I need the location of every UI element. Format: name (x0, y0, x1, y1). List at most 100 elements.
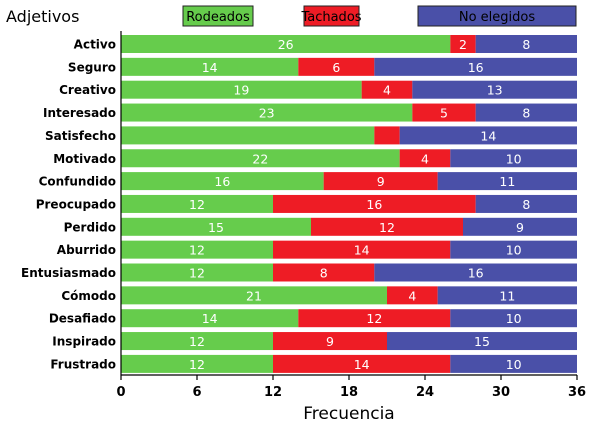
x-axis: 0 6 12 18 24 30 36 (116, 31, 586, 400)
bar-segment (298, 309, 451, 328)
bar-segment (121, 35, 451, 53)
category-label: Creativo (59, 83, 116, 97)
bar-value-label: 4 (383, 83, 391, 98)
bar-segment (463, 217, 577, 236)
bar-value-label: 8 (320, 266, 328, 281)
category-label: Satisfecho (45, 129, 116, 143)
bar-segment (121, 194, 273, 213)
bar-value-label: 14 (202, 60, 218, 75)
bar-segment (121, 149, 400, 168)
bar-value-label: 15 (474, 334, 490, 349)
bar-value-label: 11 (499, 174, 515, 189)
bar-value-label: 11 (499, 288, 515, 303)
legend-label: No elegidos (459, 10, 535, 25)
bar-segment (374, 126, 400, 145)
bar-segment (273, 332, 387, 351)
bar-segment (323, 172, 438, 191)
bar-value-label: 23 (259, 106, 275, 121)
bar-value-label: 14 (202, 311, 218, 326)
bar-value-label: 16 (214, 174, 230, 189)
bar-segment (121, 103, 413, 122)
category-label: Desafiado (49, 312, 116, 326)
bar-segment (450, 240, 577, 259)
category-label: Interesado (43, 106, 116, 120)
bar-value-label: 16 (366, 197, 382, 212)
bar-segment (450, 354, 577, 373)
bar-value-label: 12 (189, 197, 205, 212)
category-label: Preocupado (36, 197, 116, 211)
bar-segment (121, 309, 299, 328)
category-label: Seguro (68, 60, 116, 74)
bar-value-label: 10 (506, 151, 522, 166)
bar-segment (387, 286, 438, 305)
bar-value-label: 10 (506, 357, 522, 372)
legend-label: Tachados (300, 10, 361, 25)
bar-value-label: 8 (522, 106, 530, 121)
bar-segment (121, 172, 324, 191)
bar-value-label: 21 (246, 288, 262, 303)
bar-value-label: 14 (354, 243, 370, 258)
bar-value-label: 12 (379, 220, 395, 235)
bar-value-label: 13 (487, 83, 503, 98)
bar-value-label: 14 (354, 357, 370, 372)
bar-segment (273, 263, 375, 282)
bar-segment (121, 332, 273, 351)
category-label: Aburrido (57, 243, 116, 257)
bar-value-label: 4 (408, 288, 416, 303)
bar-segment (475, 35, 577, 53)
bar-value-label: 15 (208, 220, 224, 235)
bar-value-label: 6 (332, 60, 340, 75)
bar-value-label: 12 (189, 243, 205, 258)
bar-value-label: 12 (189, 266, 205, 281)
bar-segment (412, 103, 476, 122)
bar-segment (121, 240, 273, 259)
bar-value-label: 9 (377, 174, 385, 189)
bar-segment (273, 194, 476, 213)
legend-label: Rodeados (186, 10, 250, 25)
bar-segment (311, 217, 463, 236)
x-axis-label: Frecuencia (303, 404, 394, 424)
bar-segment (450, 35, 476, 53)
x-tick-label: 30 (492, 385, 510, 400)
bar-segment (450, 309, 577, 328)
bar-segment (374, 263, 577, 282)
legend-swatch-rodeados (182, 5, 254, 27)
bar-value-label: 4 (421, 151, 429, 166)
x-tick-label: 36 (568, 385, 586, 400)
x-tick-label: 18 (340, 385, 358, 400)
bar-segment (273, 354, 451, 373)
bar-value-label: 19 (233, 83, 249, 98)
category-labels: Activo Seguro Creativo Interesado Satisfecho… (21, 38, 116, 372)
bar-value-label: 2 (459, 37, 467, 52)
category-label: Cómodo (61, 289, 116, 303)
bar-segment (121, 286, 387, 305)
bar-value-label: 9 (326, 334, 334, 349)
category-label: Frustrado (50, 357, 116, 371)
category-label: Confundido (39, 175, 116, 189)
bar-value-label: 8 (522, 37, 530, 52)
bar-value-label: 12 (189, 357, 205, 372)
bar-value-label: 10 (506, 243, 522, 258)
x-tick-label: 24 (416, 385, 434, 400)
bar-segment (361, 80, 413, 99)
bar-segment (387, 332, 577, 351)
chart-title: Adjetivos (6, 7, 79, 26)
bar-segment (475, 103, 577, 122)
bar-value-label: 16 (468, 60, 484, 75)
bar-segment (121, 263, 273, 282)
bar-segment (121, 57, 299, 76)
x-tick-label: 6 (192, 385, 201, 400)
category-label: Activo (74, 38, 116, 52)
bar-segment (437, 286, 577, 305)
category-label: Motivado (53, 152, 116, 166)
bar-segment (273, 240, 451, 259)
bar-value-label: 10 (506, 311, 522, 326)
bar-value-label: 8 (522, 197, 530, 212)
bar-segment (298, 57, 375, 76)
category-label: Entusiasmado (21, 266, 116, 280)
bar-segment (399, 126, 577, 145)
bar-segment (121, 126, 375, 145)
bar-segment (374, 57, 577, 76)
